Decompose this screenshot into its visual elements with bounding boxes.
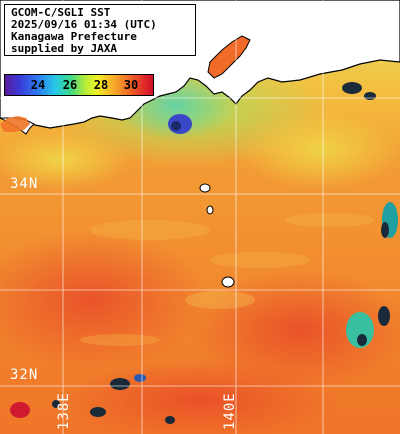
east-cool-zone [240,110,400,190]
west-cool-zone [0,130,130,190]
sst-texture [80,213,375,346]
colorbar-labels: 24 26 28 30 [5,75,153,95]
warm-coastal-strip-izu [0,116,30,132]
latitude-label-34n: 34N [10,176,39,192]
colorbar-tick-24: 24 [30,78,46,92]
island-toshima [206,205,214,215]
colorbar-tick-28: 28 [93,78,109,92]
land-boso [207,35,251,79]
island-oshima [199,183,211,193]
longitude-label-140e: 140E [222,392,238,430]
title-line-datetime: 2025/09/16 01:34 (UTC) [11,18,157,31]
title-line-credit: supplied by JAXA [11,42,117,55]
warm-patch-sw [0,230,210,370]
sst-colorbar: 24 26 28 30 [4,74,154,96]
longitude-label-138e: 138E [56,392,72,430]
title-line-region: Kanagawa Prefecture [11,30,137,43]
title-block: GCOM-C/SGLI SST 2025/09/16 01:34 (UTC) K… [4,4,196,56]
island-miyake [221,276,235,288]
title-line-product: GCOM-C/SGLI SST [11,6,111,19]
warm-patch-s [60,360,340,434]
warm-patch-se [190,270,400,390]
colorbar-tick-26: 26 [62,78,78,92]
colorbar-tick-30: 30 [123,78,139,92]
latitude-label-32n: 32N [10,367,39,383]
